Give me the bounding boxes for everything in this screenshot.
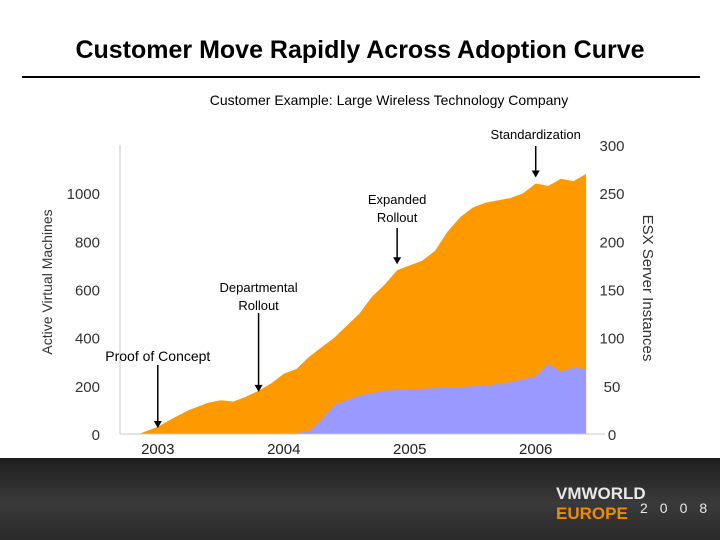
chart-areas <box>138 173 587 434</box>
annotation-label: Rollout <box>377 210 418 225</box>
annotation-arrowhead <box>531 170 540 178</box>
axis-ticks: 0 200 400 600 800 1000 0 50 100 150 200 250 300 2003 2… <box>67 138 625 458</box>
y-tick-label: 0 <box>92 427 100 444</box>
title-rule <box>22 76 700 78</box>
x-tick-label: 2006 <box>519 441 552 458</box>
x-tick-label: 2005 <box>393 441 426 458</box>
y2-tick-label: 250 <box>599 186 624 203</box>
x-tick-label: 2004 <box>267 441 300 458</box>
brand-secondary: EUROPE <box>556 504 628 523</box>
y2-tick-label: 200 <box>599 234 624 251</box>
slide-title: Customer Move Rapidly Across Adoption Cu… <box>75 36 645 64</box>
brand-primary: VMWORLD <box>556 484 646 503</box>
annotation-label: Standardization <box>491 127 581 142</box>
slide-subtitle: Customer Example: Large Wireless Technol… <box>209 92 569 108</box>
chart-annotations: Proof of Concept Departmental Rollout Expan… <box>105 127 581 428</box>
x-tick-label: 2003 <box>141 441 174 458</box>
brand-year: 2008 <box>640 500 720 516</box>
annotation-arrowhead <box>393 257 402 265</box>
brand-logo: VMWORLD EUROPE <box>556 484 720 524</box>
esx-area <box>138 364 587 434</box>
y-tick-label: 600 <box>75 283 100 300</box>
y-tick-label: 1000 <box>67 186 100 203</box>
annotation-label: Departmental <box>220 280 298 295</box>
y2-axis-title: ESX Server Instances <box>639 215 656 362</box>
y2-tick-label: 0 <box>608 427 616 444</box>
vm-area <box>138 173 587 434</box>
annotation-arrowhead <box>254 384 263 392</box>
annotation-label: Expanded <box>368 192 427 207</box>
y-axis-title: Active Virtual Machines <box>39 209 55 354</box>
y2-tick-label: 300 <box>599 138 624 155</box>
y-tick-label: 800 <box>75 234 100 251</box>
y2-tick-label: 150 <box>599 283 624 300</box>
y-tick-label: 200 <box>75 379 100 396</box>
annotation-label: Rollout <box>238 298 279 313</box>
annotation-label: Proof of Concept <box>105 348 210 364</box>
footer-band <box>0 458 720 540</box>
y2-tick-label: 50 <box>604 379 621 396</box>
annotation-arrowhead <box>153 421 162 428</box>
y2-tick-label: 100 <box>599 331 624 348</box>
y-tick-label: 400 <box>75 331 100 348</box>
